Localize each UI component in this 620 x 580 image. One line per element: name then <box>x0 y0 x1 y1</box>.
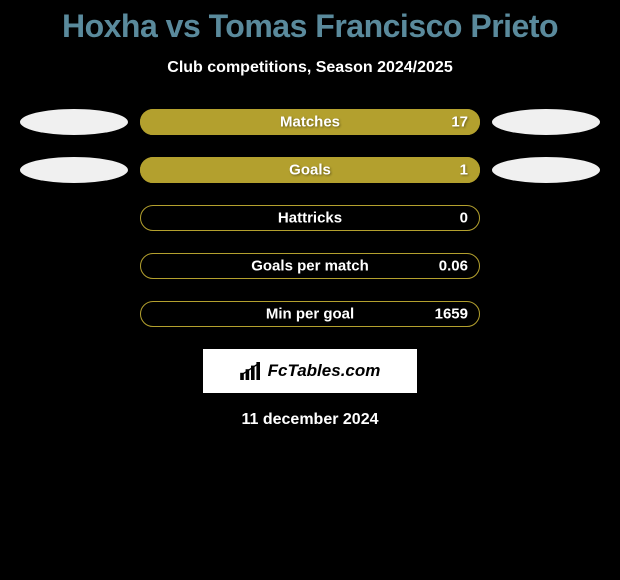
bar-value: 17 <box>451 114 468 131</box>
stat-row: Hattricks 0 <box>0 205 620 231</box>
logo-box: FcTables.com <box>203 349 417 393</box>
bar-container: Goals per match 0.06 <box>140 253 480 279</box>
stat-row: Min per goal 1659 <box>0 301 620 327</box>
left-ellipse <box>20 157 128 183</box>
bar-label: Hattricks <box>278 210 342 227</box>
bar-value: 1659 <box>435 306 468 323</box>
stat-row: Matches 17 <box>0 109 620 135</box>
bar-value: 0.06 <box>439 258 468 275</box>
bar-container: Matches 17 <box>140 109 480 135</box>
subtitle: Club competitions, Season 2024/2025 <box>0 59 620 77</box>
right-ellipse <box>492 109 600 135</box>
bar-container: Goals 1 <box>140 157 480 183</box>
bar-label: Goals per match <box>251 258 369 275</box>
bar-value: 0 <box>460 210 468 227</box>
bar-label: Goals <box>289 162 331 179</box>
left-ellipse <box>20 109 128 135</box>
bar-container: Min per goal 1659 <box>140 301 480 327</box>
bar-container: Hattricks 0 <box>140 205 480 231</box>
right-ellipse <box>492 157 600 183</box>
date-text: 11 december 2024 <box>0 411 620 429</box>
stat-row: Goals per match 0.06 <box>0 253 620 279</box>
page-title: Hoxha vs Tomas Francisco Prieto <box>0 0 620 45</box>
logo-text: FcTables.com <box>268 361 381 381</box>
bar-label: Min per goal <box>266 306 354 323</box>
bar-label: Matches <box>280 114 340 131</box>
chart-icon <box>240 362 262 380</box>
bar-value: 1 <box>460 162 468 179</box>
stat-rows: Matches 17 Goals 1 Hattricks 0 Goals per <box>0 109 620 327</box>
stat-row: Goals 1 <box>0 157 620 183</box>
